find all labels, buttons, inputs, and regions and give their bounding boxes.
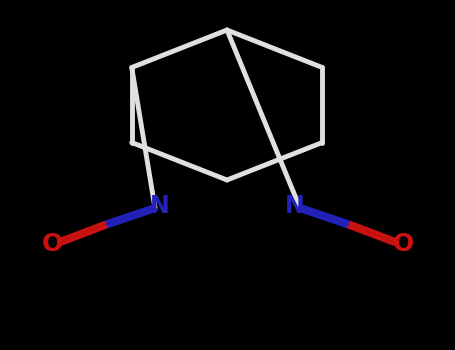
Text: N: N bbox=[285, 194, 305, 218]
Text: N: N bbox=[150, 194, 170, 218]
Text: O: O bbox=[41, 232, 63, 256]
Text: O: O bbox=[392, 232, 414, 256]
